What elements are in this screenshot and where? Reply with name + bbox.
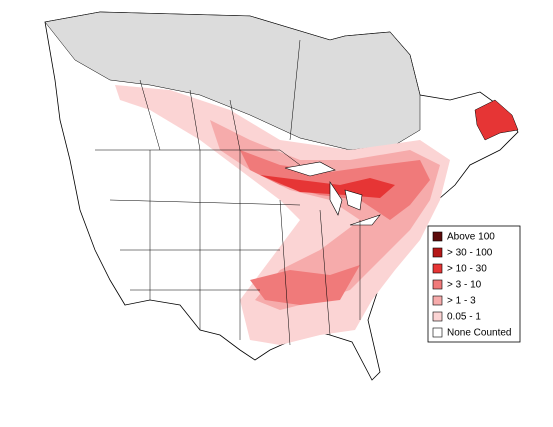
legend-swatch (432, 231, 443, 242)
legend-label: > 3 - 10 (447, 280, 482, 291)
legend-swatch (432, 279, 443, 290)
legend-swatch (432, 295, 443, 306)
legend-label: > 30 - 100 (447, 248, 493, 259)
legend-label: None Counted (447, 328, 512, 339)
legend-swatch (432, 311, 443, 322)
legend-label: > 10 - 30 (447, 264, 487, 275)
legend: Above 100 > 30 - 100 > 10 - 30 > 3 - 10 > 1 … (432, 231, 512, 339)
south-patch (250, 265, 360, 305)
legend-box (427, 225, 521, 343)
legend-swatch (432, 247, 443, 258)
legend-swatch (432, 327, 443, 338)
legend-label: Above 100 (447, 232, 495, 243)
legend-label: 0.05 - 1 (447, 312, 481, 323)
newfoundland (474, 99, 519, 141)
light-band (115, 85, 450, 345)
borders (95, 39, 361, 346)
legend-label: > 1 - 3 (447, 296, 476, 307)
gray-region (44, 11, 421, 151)
great-lakes (284, 161, 381, 226)
core-band (260, 175, 395, 198)
legend-swatch (432, 263, 443, 274)
